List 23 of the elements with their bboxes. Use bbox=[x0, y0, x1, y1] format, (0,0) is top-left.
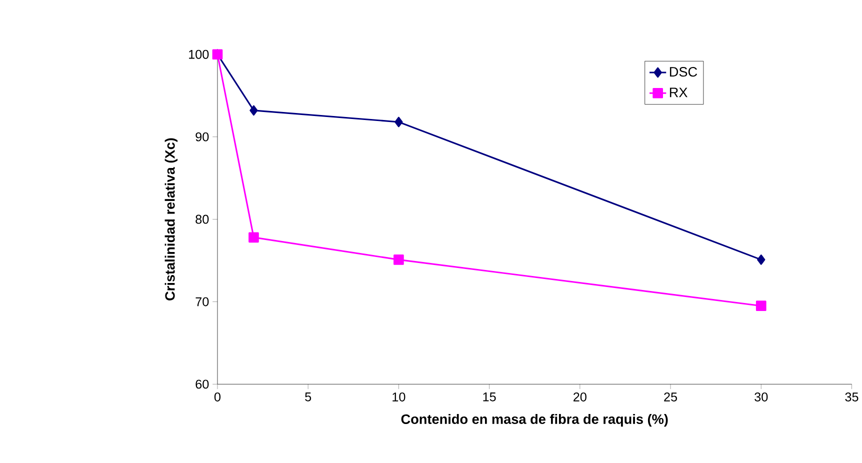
x-tick-label: 35 bbox=[845, 392, 858, 402]
y-axis-title: Cristalinidad relativa (Xc) bbox=[164, 138, 178, 301]
y-tick-label: 100 bbox=[189, 50, 209, 60]
y-tick-label: 60 bbox=[196, 380, 209, 389]
point bbox=[394, 117, 403, 128]
y-tick-label: 70 bbox=[196, 297, 209, 306]
x-tick-label: 10 bbox=[392, 392, 406, 402]
point bbox=[250, 106, 258, 116]
point bbox=[248, 232, 259, 243]
x-tick-label: 5 bbox=[305, 392, 312, 402]
point bbox=[757, 254, 766, 266]
x-tick-label: 15 bbox=[483, 392, 496, 402]
x-tick-label: 30 bbox=[754, 392, 768, 402]
x-axis-title: Contenido en masa de fibra de raquis (%) bbox=[401, 414, 668, 427]
y-tick-label: 80 bbox=[196, 215, 209, 224]
point bbox=[756, 300, 766, 312]
y-tick-label: 90 bbox=[196, 132, 209, 142]
point bbox=[394, 254, 404, 266]
x-tick-label: 25 bbox=[664, 392, 678, 402]
legend-label: DSC bbox=[670, 67, 698, 77]
x-tick-label: 0 bbox=[214, 392, 220, 402]
x-tick-label: 20 bbox=[574, 392, 586, 402]
legend-label: RX bbox=[670, 88, 688, 98]
